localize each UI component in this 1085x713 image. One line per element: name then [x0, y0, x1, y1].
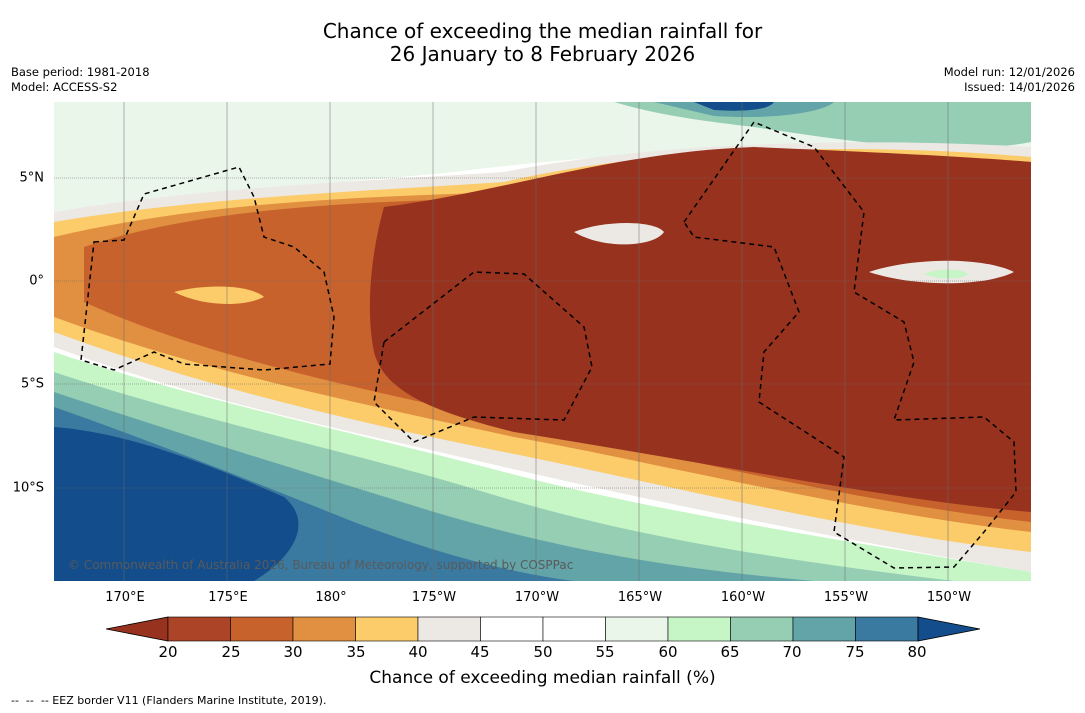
- colorbar-tick-40: 40: [408, 643, 428, 661]
- colorbar-tick-30: 30: [283, 643, 303, 661]
- colorbar-tick-45: 45: [470, 643, 490, 661]
- lon-label-150w: 150°W: [926, 590, 972, 605]
- map-title: Chance of exceeding the median rainfall …: [0, 20, 1085, 66]
- model-name: Model: ACCESS-S2: [11, 80, 118, 94]
- lat-label-10s: 10°S: [12, 480, 44, 496]
- metadata-right: Model run: 12/01/2026 Issued: 14/01/2026: [944, 65, 1075, 95]
- colorbar-segment: [417, 616, 481, 642]
- wet-core-south: [54, 427, 299, 581]
- colorbar-title: Chance of exceeding median rainfall (%): [369, 668, 716, 688]
- map-copyright: © Commonwealth of Australia 2026, Bureau…: [68, 558, 574, 572]
- lon-label-170w: 170°W: [514, 590, 560, 605]
- eez-border-kiribati-gilberts: [80, 166, 335, 371]
- eez-border-kiribati-line: [683, 121, 1017, 569]
- colorbar-segment: [480, 616, 544, 642]
- eez-border-kiribati-phoenix: [373, 271, 593, 443]
- colorbar-segment: [292, 616, 356, 642]
- colorbar-tick-75: 75: [845, 643, 865, 661]
- colorbar-tick-55: 55: [595, 643, 615, 661]
- title-line-2: 26 January to 8 February 2026: [389, 42, 696, 66]
- neutral-patch-central: [574, 223, 664, 245]
- colorbar-segment: [605, 616, 669, 642]
- graticule: [54, 102, 1031, 581]
- moderate-patch-west: [174, 286, 264, 304]
- model-run: Model run: 12/01/2026: [943, 65, 1075, 79]
- colorbar-segments: [106, 616, 980, 642]
- lon-label-155w: 155°W: [823, 590, 869, 605]
- colorbar-tick-50: 50: [533, 643, 553, 661]
- colorbar-tick-35: 35: [346, 643, 366, 661]
- lon-label-175w: 175°W: [411, 590, 457, 605]
- eez-footnote: -- -- -- EEZ border V11 (Flanders Marine…: [11, 694, 327, 707]
- lon-label-165w: 165°W: [617, 590, 663, 605]
- lon-label-180: 180°: [315, 590, 347, 605]
- dry-core: [369, 147, 1031, 512]
- lat-label-0: 0°: [29, 273, 44, 289]
- colorbar-segment: [792, 616, 856, 642]
- colorbar-segment: [167, 616, 231, 642]
- colorbar-tick-20: 20: [158, 643, 178, 661]
- issued-date: Issued: 14/01/2026: [964, 80, 1075, 94]
- lat-label-5n: 5°N: [19, 170, 45, 186]
- rainfall-map: [54, 102, 1031, 581]
- colorbar-arrow-high: [917, 616, 980, 642]
- colorbar-tick-25: 25: [221, 643, 241, 661]
- title-line-1: Chance of exceeding the median rainfall …: [322, 19, 763, 43]
- lon-label-160w: 160°W: [720, 590, 766, 605]
- colorbar-tick-70: 70: [782, 643, 802, 661]
- lat-label-5s: 5°S: [20, 376, 44, 392]
- eez-borders: [80, 121, 1017, 569]
- metadata-left: Base period: 1981-2018 Model: ACCESS-S2: [11, 65, 150, 95]
- lon-label-175e: 175°E: [208, 590, 248, 605]
- colorbar-tick-65: 65: [720, 643, 740, 661]
- colorbar-segment: [730, 616, 794, 642]
- colorbar-segment: [542, 616, 606, 642]
- colorbar-segment: [667, 616, 731, 642]
- lon-label-170e: 170°E: [105, 590, 145, 605]
- colorbar-tick-60: 60: [658, 643, 678, 661]
- base-period: Base period: 1981-2018: [11, 65, 150, 79]
- wet-patch-east: [924, 269, 969, 279]
- colorbar: [106, 616, 980, 642]
- colorbar-segment: [355, 616, 419, 642]
- colorbar-segment: [855, 616, 919, 642]
- wet-core-north: [694, 102, 774, 111]
- colorbar-arrow-low: [106, 616, 169, 642]
- colorbar-tick-80: 80: [907, 643, 927, 661]
- colorbar-segment: [230, 616, 294, 642]
